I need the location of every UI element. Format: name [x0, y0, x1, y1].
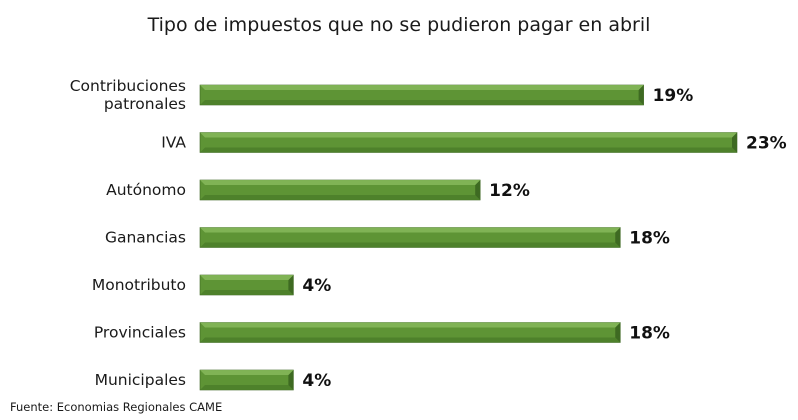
value-label: 19% [653, 86, 694, 106]
value-label: 4% [302, 276, 331, 296]
bar-6 [199, 369, 294, 391]
value-label: 12% [489, 181, 530, 201]
category-label: Autónomo [106, 181, 186, 199]
bar-3 [199, 227, 621, 248]
category-label: Contribuciones [70, 77, 186, 95]
bar-2 [199, 179, 481, 201]
category-label: Monotributo [92, 276, 186, 294]
category-label: IVA [161, 134, 186, 152]
bar-0 [199, 84, 644, 106]
bars-layer [199, 84, 738, 391]
value-label: 18% [629, 229, 670, 249]
value-label: 18% [629, 324, 670, 344]
value-label: 23% [746, 134, 787, 154]
bar-1 [199, 132, 738, 153]
category-label: Municipales [95, 371, 186, 389]
chart-title: Tipo de impuestos que no se pudieron pag… [147, 14, 651, 36]
category-label: Ganancias [105, 229, 186, 247]
value-label: 4% [302, 371, 331, 391]
bar-5 [199, 322, 621, 343]
category-label: patronales [104, 95, 186, 113]
category-label: Provinciales [94, 324, 186, 342]
bar-4 [199, 274, 294, 296]
source-note: Fuente: Economias Regionales CAME [10, 400, 223, 414]
